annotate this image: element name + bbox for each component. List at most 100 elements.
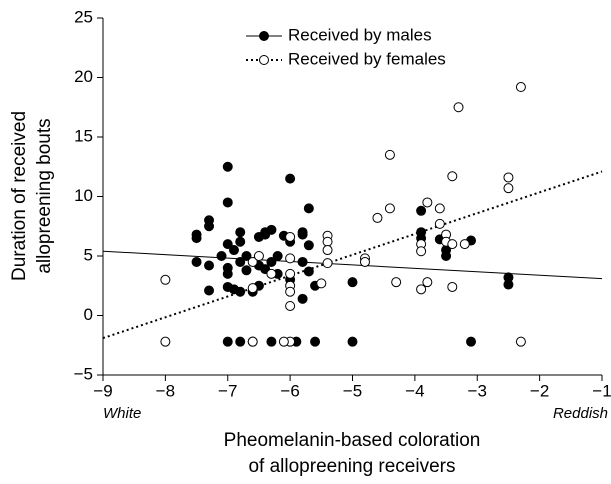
x-axis-label: of allopreening receivers [248,456,455,477]
point [253,251,264,261]
x-tick-label: −1 [592,381,611,400]
point [297,227,308,238]
x-tick-label: −8 [156,381,175,400]
point [459,239,470,250]
point [247,283,258,294]
point [235,336,246,347]
y-axis-label: Duration of received [9,111,30,281]
point [297,293,308,304]
point [266,224,277,235]
point [285,300,296,311]
point [322,236,333,247]
point [434,203,445,214]
point [447,239,458,250]
point [285,268,296,279]
point [453,102,464,113]
point [416,205,427,216]
point [503,279,514,290]
point [303,266,314,277]
point [272,251,283,261]
point [247,336,258,347]
trend-line [102,170,603,340]
point [235,286,246,297]
y-tick-label: −5 [74,364,93,383]
legend-marker [259,31,269,41]
point [384,149,395,160]
point [247,256,258,267]
y-tick-label: 10 [74,186,93,205]
x-tick-label: −3 [468,381,487,400]
point [160,274,171,285]
point [204,221,215,232]
point [266,256,277,267]
point [297,256,308,267]
point [222,161,233,172]
annotation: White [103,405,141,422]
x-tick-label: −5 [343,381,362,400]
point [222,197,233,208]
point [204,260,215,271]
x-tick-label: −9 [93,381,112,400]
point [372,212,383,223]
point [422,277,433,288]
point [278,336,289,347]
y-tick-label: 20 [74,67,93,86]
point [503,183,514,194]
point [285,173,296,184]
point [285,231,296,242]
point [266,268,277,279]
point [347,336,358,347]
point [447,281,458,292]
y-tick-label: 15 [74,126,93,145]
legend-marker [259,55,269,65]
point [322,258,333,269]
point [191,233,202,244]
point [222,336,233,347]
point [515,336,526,347]
point [160,336,171,347]
point [303,203,314,214]
x-tick-label: −2 [530,381,549,400]
point [285,286,296,297]
point [235,227,246,238]
point [235,236,246,247]
legend-label: Received by males [288,25,432,44]
point [384,203,395,214]
annotation: Reddish [553,405,608,422]
point [235,256,246,267]
point [191,256,202,267]
point [310,336,321,347]
y-axis-label: allopreening bouts [34,118,55,273]
point [204,285,215,296]
point [322,245,333,256]
point [241,265,252,276]
point [316,278,327,289]
point [416,246,427,257]
x-axis-label: Pheomelanin-based coloration [224,430,481,451]
point [434,218,445,229]
point [241,251,252,261]
point [347,277,358,288]
point [422,197,433,208]
point [266,336,277,347]
x-tick-label: −6 [280,381,299,400]
x-tick-label: −7 [218,381,237,400]
y-tick-label: 0 [84,305,93,324]
point [503,172,514,183]
trend-line [102,250,603,280]
point [228,245,239,256]
point [391,277,402,288]
point [359,256,370,267]
y-tick-label: 5 [84,245,93,264]
point [216,251,227,261]
point [303,240,314,251]
point [222,268,233,279]
point [222,239,233,250]
point [416,284,427,295]
point [515,82,526,93]
point [447,171,458,182]
legend-label: Received by females [288,49,446,68]
y-tick-label: 25 [74,7,93,26]
x-tick-label: −4 [405,381,424,400]
